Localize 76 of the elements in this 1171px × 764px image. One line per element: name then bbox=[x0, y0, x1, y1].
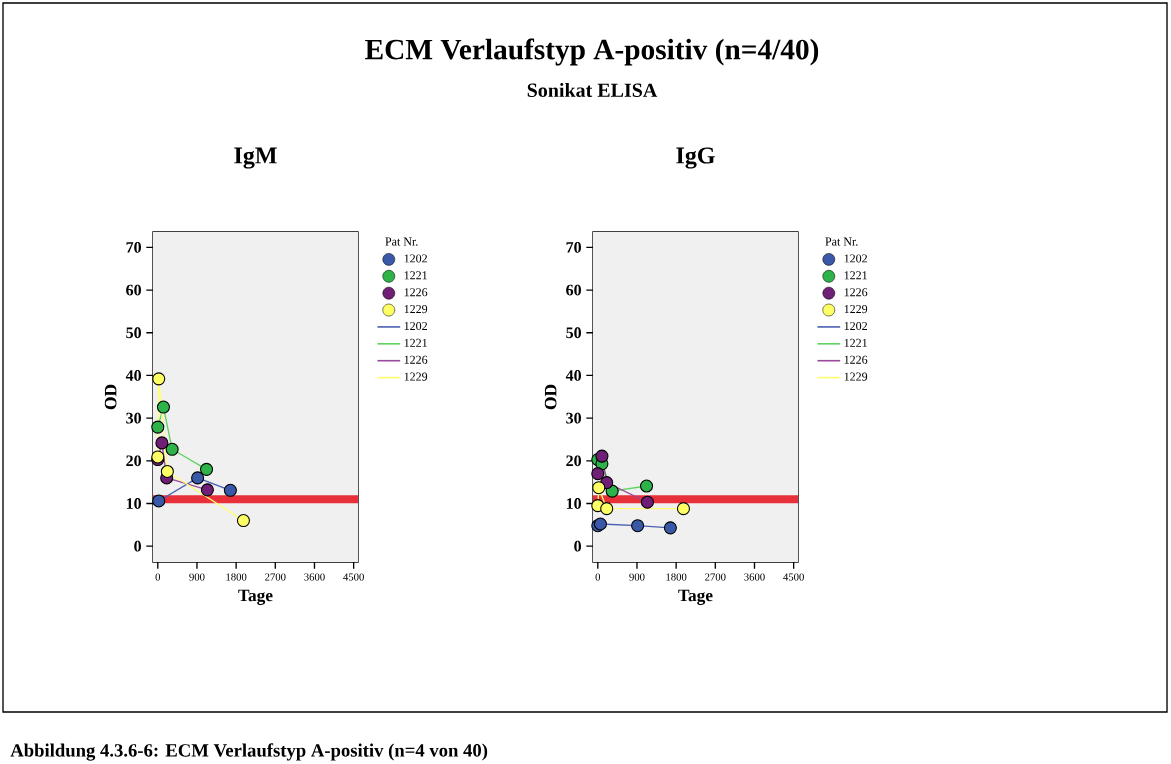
legend-label: 1226 bbox=[844, 288, 868, 297]
point bbox=[152, 494, 166, 508]
y-tick-label: 0 bbox=[134, 540, 141, 552]
y-tick-label: 10 bbox=[126, 498, 142, 509]
legend-label: 1221 bbox=[844, 271, 867, 280]
y-tick-label: 70 bbox=[566, 241, 582, 253]
x-tick-label: 2700 bbox=[705, 573, 726, 581]
x-tick-label: 3600 bbox=[744, 573, 765, 581]
legend-title: Pat Nr. bbox=[825, 237, 858, 246]
point bbox=[223, 483, 237, 497]
chart-title: IgM bbox=[234, 147, 277, 169]
y-tick-label: 20 bbox=[566, 455, 582, 467]
text: Sonikat ELISA bbox=[527, 82, 658, 98]
point bbox=[640, 495, 654, 509]
legend-label: 1202 bbox=[844, 254, 867, 263]
y-tick-label: 10 bbox=[566, 498, 582, 509]
point bbox=[165, 442, 179, 456]
point bbox=[631, 519, 645, 533]
y-tick-label: 0 bbox=[574, 540, 582, 552]
y-axis-title: OD bbox=[104, 384, 117, 410]
x-tick-label: 4500 bbox=[343, 573, 364, 581]
x-tick-label: 1800 bbox=[666, 573, 687, 581]
x-tick-label: 4500 bbox=[783, 573, 804, 581]
point bbox=[151, 420, 165, 434]
y-axis-title: OD bbox=[544, 384, 557, 410]
point bbox=[160, 464, 174, 479]
point bbox=[591, 467, 605, 481]
legend-label: 1221 bbox=[404, 271, 427, 280]
legend-label: 1229 bbox=[844, 372, 868, 381]
point bbox=[600, 502, 614, 516]
x-tick-label: 900 bbox=[629, 573, 645, 581]
point bbox=[152, 372, 166, 386]
legend-label: 1202 bbox=[404, 254, 427, 263]
legend-label: 1226 bbox=[404, 355, 428, 364]
legend-label: 1221 bbox=[844, 338, 867, 347]
x-tick-label: 1800 bbox=[226, 573, 247, 581]
point bbox=[592, 481, 606, 495]
y-tick-label: 50 bbox=[566, 327, 582, 339]
y-tick-label: 40 bbox=[565, 370, 582, 381]
legend-title: Pat Nr. bbox=[385, 237, 418, 246]
legend-label: 1226 bbox=[404, 288, 428, 297]
legend-label: 1226 bbox=[844, 355, 868, 364]
legend-label: 1229 bbox=[404, 305, 428, 314]
y-tick-label: 20 bbox=[126, 455, 142, 467]
x-tick-label: 3600 bbox=[304, 573, 325, 581]
x-tick-label: 0 bbox=[155, 573, 161, 581]
chart-title: IgG bbox=[676, 147, 715, 169]
y-tick-label: 30 bbox=[566, 412, 582, 424]
point bbox=[676, 502, 690, 516]
y-tick-label: 40 bbox=[125, 370, 142, 381]
legend-label: 1202 bbox=[844, 321, 867, 331]
text: Abbildung 4.3.6-6: ECM Verlaufstyp A-positiv (n=4 von 40) bbox=[10, 743, 488, 761]
x-tick-label: 900 bbox=[189, 573, 205, 581]
point bbox=[236, 514, 250, 528]
y-tick-label: 30 bbox=[126, 412, 142, 424]
x-axis-title: Tage bbox=[238, 589, 273, 605]
legend-label: 1229 bbox=[404, 372, 428, 381]
point bbox=[640, 479, 654, 493]
y-tick-label: 50 bbox=[126, 327, 142, 339]
x-axis-title: Tage bbox=[678, 589, 713, 605]
legend-label: 1221 bbox=[404, 338, 427, 347]
text: ECM Verlaufstyp A-positiv (n=4/40) bbox=[365, 38, 819, 66]
y-tick-label: 60 bbox=[566, 284, 582, 296]
y-tick-label: 60 bbox=[126, 284, 142, 296]
legend-label: 1202 bbox=[404, 321, 427, 331]
x-tick-label: 0 bbox=[595, 573, 601, 581]
point bbox=[200, 483, 214, 497]
y-tick-label: 70 bbox=[126, 241, 142, 253]
x-tick-label: 2700 bbox=[265, 573, 286, 581]
point bbox=[155, 436, 169, 450]
point bbox=[663, 521, 677, 535]
point bbox=[595, 449, 609, 463]
legend-label: 1229 bbox=[844, 305, 868, 314]
point bbox=[156, 400, 170, 414]
point bbox=[191, 471, 205, 485]
point bbox=[200, 462, 214, 476]
